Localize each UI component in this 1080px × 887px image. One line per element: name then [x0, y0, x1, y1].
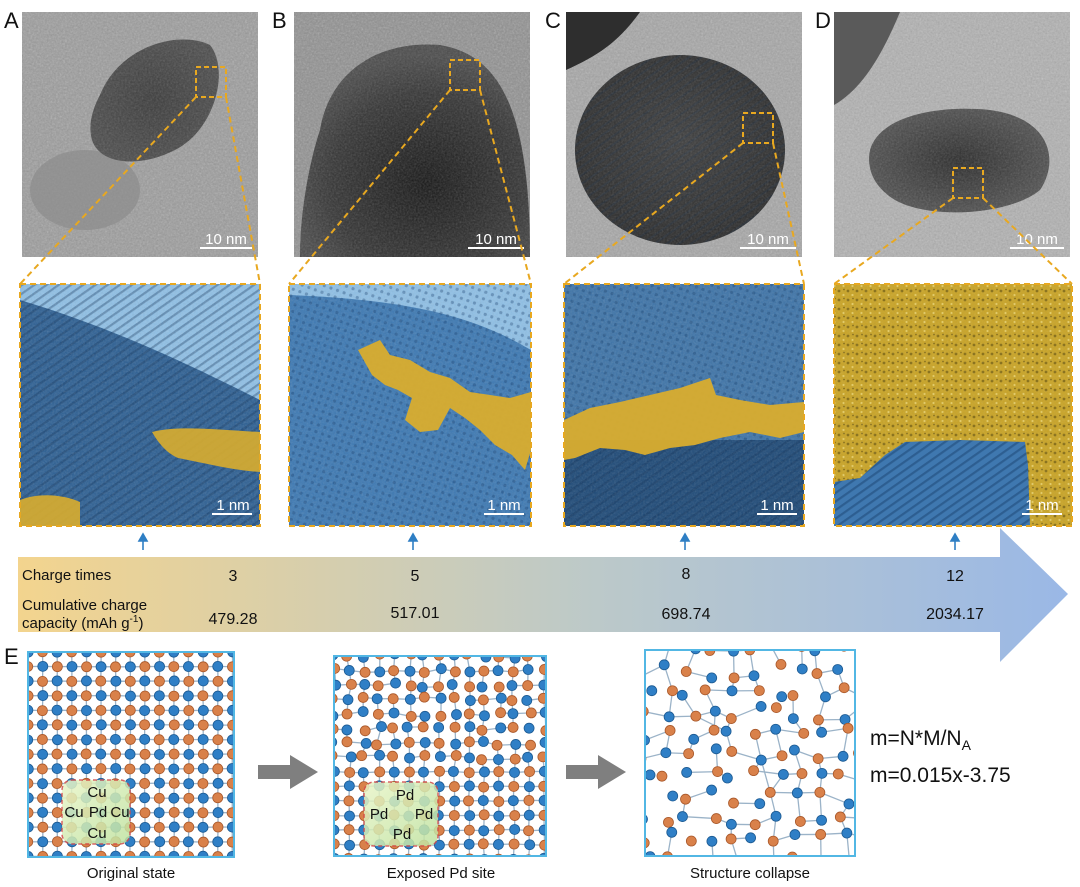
- roi-box-d: [952, 167, 984, 199]
- caption-original-state: Original state: [87, 865, 175, 882]
- state2-label-right: Pd: [415, 806, 433, 823]
- equation-mass-formula: m=N*M/NA: [870, 727, 972, 753]
- capacity-label-line2: capacity (mAh g-1): [22, 614, 143, 632]
- panel-letter-b: B: [272, 8, 287, 33]
- state1-label-left: Cu: [64, 804, 83, 821]
- scale-label-a: 10 nm: [205, 231, 247, 248]
- state2-label-bottom: Pd: [393, 826, 411, 843]
- panel-letter-a: A: [4, 8, 19, 33]
- capacity-value-8: 698.74: [662, 606, 711, 623]
- caption-exposed-pd-site: Exposed Pd site: [387, 865, 495, 882]
- capacity-label-line1: Cumulative charge: [22, 597, 147, 614]
- state1-label-top: Cu: [87, 784, 106, 801]
- scale-label-c: 10 nm: [747, 231, 789, 248]
- tem-image-a: [22, 12, 258, 257]
- capacity-value-5: 517.01: [391, 605, 440, 622]
- structure-collapse: [644, 649, 856, 857]
- tem-image-d: [834, 12, 1070, 257]
- roi-box-a: [195, 66, 227, 98]
- equation-linear-fit: m=0.015x-3.75: [870, 764, 1011, 787]
- zoom-projection-lines: [19, 89, 1073, 285]
- zoom-scale-label-a: 1 nm: [216, 497, 249, 514]
- charge-value-5: 5: [411, 568, 420, 585]
- structure-exposed-pd: [333, 655, 547, 857]
- tem-image-b: [294, 12, 530, 257]
- structure-original: [27, 651, 235, 858]
- scale-label-b: 10 nm: [475, 231, 517, 248]
- charge-progress-arrow: [18, 528, 1068, 662]
- roi-box-b: [449, 59, 481, 91]
- panel-letter-d: D: [815, 8, 831, 33]
- state2-label-left: Pd: [370, 806, 388, 823]
- state1-label-center: Pd: [89, 804, 107, 821]
- scale-label-d: 10 nm: [1016, 231, 1058, 248]
- transition-arrow-1: [258, 755, 318, 789]
- charge-value-12: 12: [946, 568, 964, 585]
- zoom-panel-a: [20, 284, 260, 526]
- charge-value-3: 3: [229, 568, 238, 585]
- state1-label-right: Cu: [110, 804, 129, 821]
- panel-letter-c: C: [545, 8, 561, 33]
- roi-box-c: [742, 112, 774, 144]
- zoom-scale-label-c: 1 nm: [760, 497, 793, 514]
- charge-value-8: 8: [682, 566, 691, 583]
- zoom-panel-d: [834, 284, 1072, 526]
- tick-arrows: [137, 532, 961, 550]
- zoom-panel-c: [564, 284, 804, 526]
- state2-label-top: Pd: [396, 787, 414, 804]
- caption-structure-collapse: Structure collapse: [690, 865, 810, 882]
- zoom-scale-label-d: 1 nm: [1025, 497, 1058, 514]
- panel-letter-e: E: [4, 644, 19, 669]
- state1-label-bottom: Cu: [87, 825, 106, 842]
- capacity-value-3: 479.28: [209, 611, 258, 628]
- zoom-panel-b: [289, 284, 531, 526]
- transition-arrow-2: [566, 755, 626, 789]
- charge-times-label: Charge times: [22, 567, 111, 584]
- capacity-value-12: 2034.17: [926, 606, 984, 623]
- tem-image-c: [566, 12, 802, 257]
- zoom-scale-label-b: 1 nm: [487, 497, 520, 514]
- zoom-panel-borders: [19, 283, 1073, 527]
